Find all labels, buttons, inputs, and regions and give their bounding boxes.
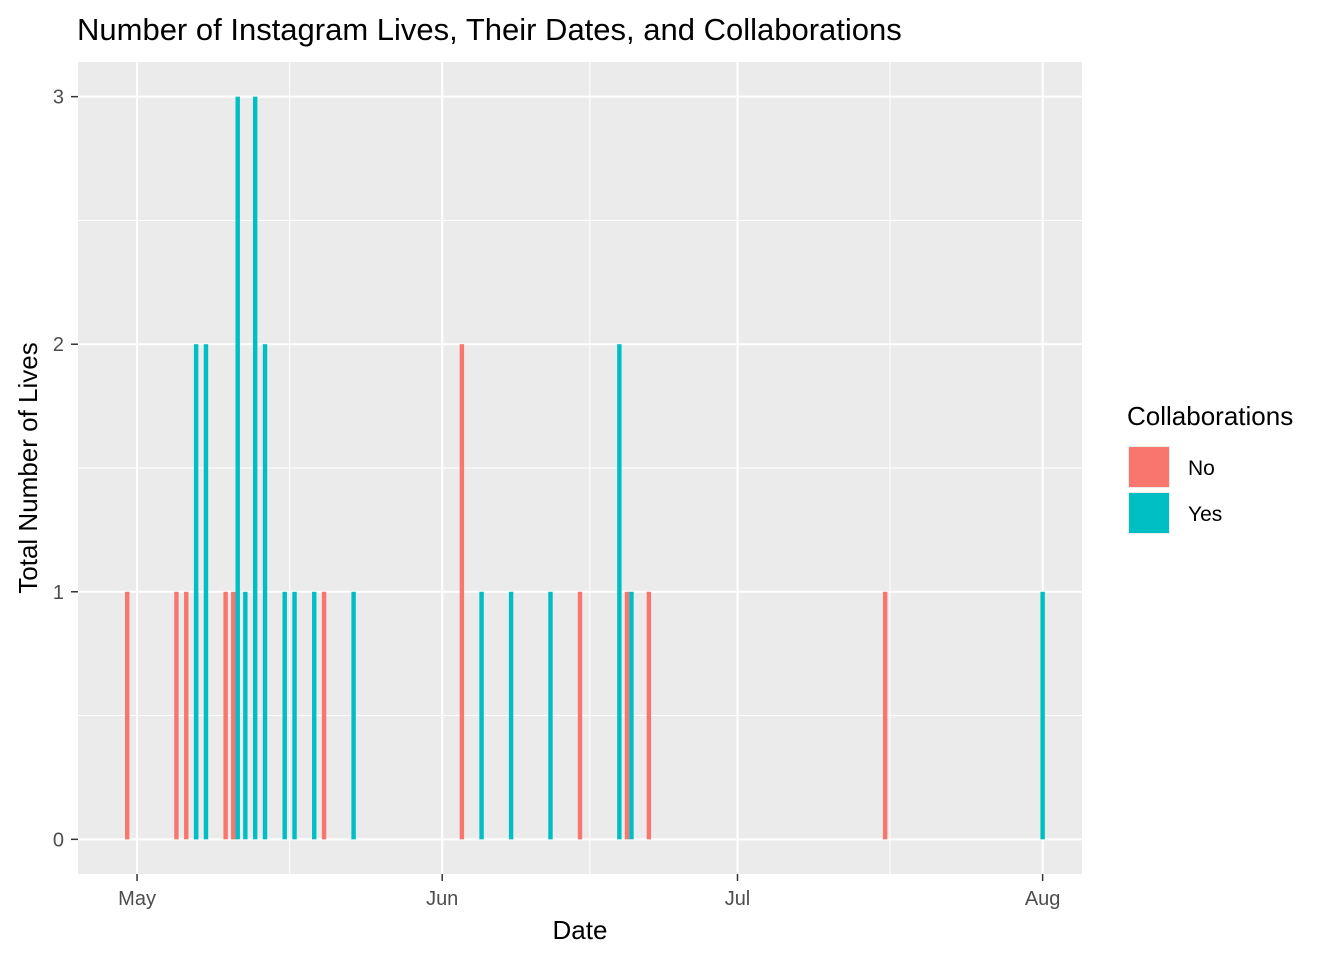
x-tick-label: Jun xyxy=(426,888,458,910)
y-tick-label: 3 xyxy=(53,87,64,109)
bar-no xyxy=(223,591,228,840)
bar-no xyxy=(577,591,583,840)
y-tick-label: 2 xyxy=(53,334,64,356)
bar-yes xyxy=(252,96,258,840)
x-tick-label: Aug xyxy=(1025,888,1061,910)
x-axis: May Jun Jul Aug xyxy=(118,874,1060,910)
bars xyxy=(125,96,1045,840)
bar-no xyxy=(174,591,179,840)
bar-yes xyxy=(235,96,240,840)
bar-yes xyxy=(479,591,484,840)
y-tick-label: 1 xyxy=(53,582,64,604)
bar-no xyxy=(184,591,189,840)
bar-no xyxy=(882,591,888,840)
y-tick-label: 0 xyxy=(53,829,64,851)
x-tick-label: May xyxy=(118,888,156,910)
bar-yes xyxy=(548,591,553,840)
bar-no xyxy=(321,591,327,840)
legend-swatch-yes xyxy=(1129,493,1169,533)
plot-panel xyxy=(78,62,1082,874)
chart-title: Number of Instagram Lives, Their Dates, … xyxy=(77,12,902,47)
legend-entries: No Yes xyxy=(1128,446,1222,534)
bar-yes xyxy=(292,591,297,840)
bar-yes xyxy=(262,344,268,840)
x-tick-label: Jul xyxy=(725,888,751,910)
bar-no xyxy=(459,344,465,840)
y-axis: 0 1 2 3 xyxy=(53,87,78,851)
bar-yes xyxy=(1040,591,1045,840)
bar-no xyxy=(624,591,630,840)
bar-no xyxy=(125,591,130,840)
legend-label-no: No xyxy=(1188,457,1215,480)
bar-yes xyxy=(282,591,287,840)
bar-yes xyxy=(629,591,634,840)
bar-yes xyxy=(193,344,199,840)
bar-yes xyxy=(312,591,317,840)
legend: Collaborations No Yes xyxy=(1127,401,1293,534)
bar-yes xyxy=(617,344,622,840)
legend-swatch-no xyxy=(1129,447,1169,487)
y-axis-title: Total Number of Lives xyxy=(13,342,43,593)
legend-title: Collaborations xyxy=(1127,401,1293,431)
bar-no xyxy=(231,591,236,840)
bar-yes xyxy=(351,591,356,840)
bar-no xyxy=(646,591,652,840)
bar-yes xyxy=(243,591,248,840)
bar-yes xyxy=(508,591,514,840)
bar-yes xyxy=(193,591,199,840)
x-axis-title: Date xyxy=(553,915,608,945)
legend-label-yes: Yes xyxy=(1188,503,1222,526)
bar-yes xyxy=(203,344,209,840)
